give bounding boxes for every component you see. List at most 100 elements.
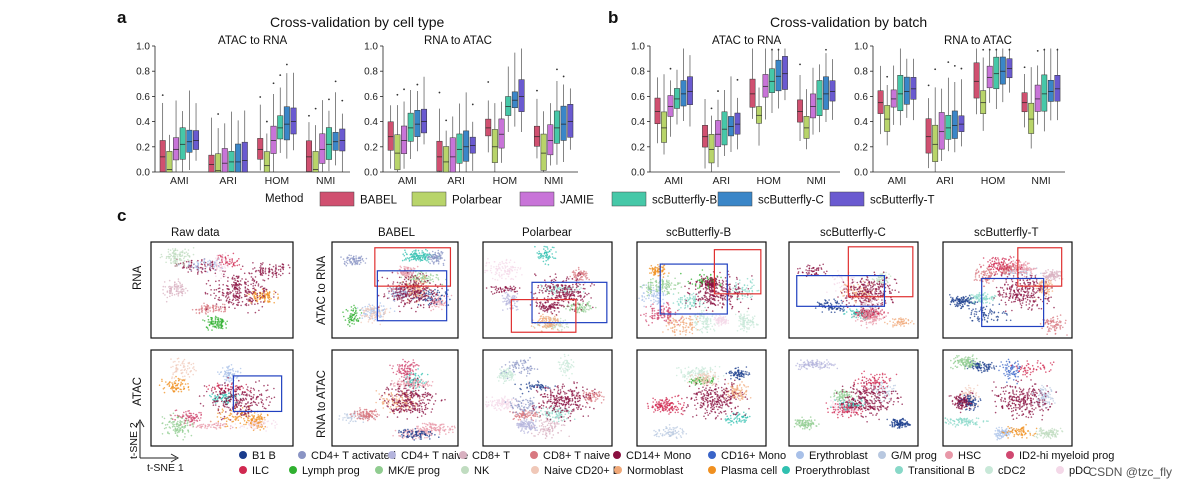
legend-dot <box>530 451 538 459</box>
box-polarbear <box>394 93 401 172</box>
boxplot-2: 0.0 0.2 0.4 0.6 0.8 1.0 AMI ARI HOM NMI <box>364 42 578 187</box>
y-tick-label: 0.2 <box>631 142 645 153</box>
x-tick-label: ARI <box>447 175 465 187</box>
legend-dot <box>459 451 467 459</box>
watermark: CSDN @tzc_fly <box>1088 465 1172 479</box>
box-scbutterfly-c <box>283 63 290 159</box>
tsne-axis-y-label: t-SNE 2 <box>128 422 140 459</box>
tsne-panel-6 <box>482 349 613 447</box>
box-scbutterfly-t <box>567 88 574 150</box>
box-jamie <box>810 67 816 135</box>
y-tick-label: 0.2 <box>364 142 378 153</box>
box-scbutterfly-t <box>469 103 476 171</box>
celltype-legend-item: Erythroblast <box>796 450 868 462</box>
y-tick-label: 0.4 <box>854 117 868 128</box>
legend-dot <box>1056 466 1064 474</box>
legend-label: MK/E prog <box>388 465 440 477</box>
box-jamie <box>715 90 721 168</box>
box-jamie <box>173 100 180 172</box>
highlight-box <box>847 246 914 298</box>
panel-a-title: Cross-validation by cell type <box>270 14 445 30</box>
box-babel <box>208 117 215 173</box>
box-scbutterfly-t <box>1006 48 1013 93</box>
x-tick-label: NMI <box>807 175 826 187</box>
boxplot-4: 0.0 0.2 0.4 0.6 0.8 1.0 AMI ARI HOM NMI <box>854 42 1065 187</box>
celltype-legend-item: cDC2 <box>985 465 1026 477</box>
box-scbutterfly-c <box>560 75 567 163</box>
method-legend-item: JAMIE <box>519 191 594 207</box>
box-scbutterfly-t <box>734 78 741 150</box>
box-polarbear <box>980 48 987 131</box>
box-jamie <box>498 101 505 163</box>
celltype-legend-item: ID2-hi myeloid prog <box>1006 450 1114 462</box>
legend-label: Transitional B <box>908 465 975 477</box>
box-scbutterfly-b <box>816 64 823 133</box>
box-polarbear <box>1028 67 1035 149</box>
legend-label: CD16+ Mono <box>721 450 786 462</box>
y-tick-label: 0.0 <box>364 168 378 179</box>
x-tick-label: ARI <box>712 175 730 187</box>
box-scbutterfly-t <box>518 48 525 133</box>
tsne-frame <box>636 241 767 339</box>
panel-label-b: b <box>608 8 619 27</box>
box-scbutterfly-t <box>421 76 428 145</box>
boxplot-1: 0.0 0.2 0.4 0.6 0.8 1.0 AMI ARI HOM NMI <box>136 42 350 187</box>
legend-dot <box>298 451 306 459</box>
tsne-panel-11 <box>942 241 1073 339</box>
box-scbutterfly-t <box>829 59 836 120</box>
y-tick-label: 0.4 <box>631 117 645 128</box>
legend-label: Normoblast <box>627 465 683 477</box>
legend-label: CD4+ T naive <box>401 450 468 462</box>
box-jamie <box>449 116 456 173</box>
box-scbutterfly-c <box>728 76 734 153</box>
y-tick-label: 0.0 <box>136 168 150 179</box>
legend-dot <box>388 451 396 459</box>
x-tick-label: NMI <box>316 175 335 187</box>
x-tick-label: NMI <box>544 175 563 187</box>
box-babel <box>159 94 166 173</box>
panel-b-subplot-1-title: ATAC to RNA <box>712 35 782 47</box>
box-babel <box>533 89 540 159</box>
legend-dot <box>1006 451 1014 459</box>
tsne-col-title-raw: Raw data <box>171 227 220 239</box>
panel-b-subplot-2-title: RNA to ATAC <box>944 35 1012 47</box>
celltype-legend-item: CD16+ Mono <box>708 450 786 462</box>
celltype-legend-item: NK <box>461 465 490 477</box>
box-scbutterfly-t <box>290 72 297 151</box>
celltype-legend-item: CD14+ Mono <box>613 450 691 462</box>
box-polarbear <box>661 74 667 155</box>
legend-dot <box>796 451 804 459</box>
legend-dot <box>614 466 622 474</box>
tsne-panel-7 <box>636 241 767 339</box>
box-scbutterfly-t <box>782 48 788 101</box>
legend-label: pDC <box>1069 465 1091 477</box>
box-jamie <box>986 48 993 103</box>
tsne-frame <box>636 349 767 447</box>
box-babel <box>436 91 443 172</box>
legend-label: ID2-hi myeloid prog <box>1019 450 1114 462</box>
highlight-box <box>659 263 728 315</box>
box-jamie <box>401 88 408 169</box>
method-legend-item: BABEL <box>319 191 398 207</box>
box-scbutterfly-b <box>456 103 463 172</box>
box-polarbear <box>263 120 270 173</box>
legend-dot <box>708 466 716 474</box>
x-tick-label: HOM <box>265 175 290 187</box>
box-scbutterfly-b <box>553 68 560 165</box>
box-polarbear <box>708 107 715 172</box>
tsne-frame <box>150 349 294 447</box>
legend-label: Lymph prog <box>302 465 360 477</box>
legend-swatch <box>319 191 355 207</box>
x-tick-label: HOM <box>493 175 518 187</box>
box-scbutterfly-t <box>687 55 693 127</box>
legend-label: Proerythroblast <box>795 465 870 477</box>
panel-label-c: c <box>117 206 127 225</box>
legend-dot <box>375 466 383 474</box>
method-legend: BABEL Polarbear JAMIE scButterfly-B scButter… <box>319 191 935 207</box>
tsne-points <box>944 354 1064 441</box>
box-jamie <box>319 100 326 172</box>
box-scbutterfly-c <box>186 90 193 171</box>
celltype-legend-item: Lymph prog <box>289 465 360 477</box>
tsne-panel-9 <box>788 241 919 339</box>
box-scbutterfly-c <box>951 64 958 153</box>
